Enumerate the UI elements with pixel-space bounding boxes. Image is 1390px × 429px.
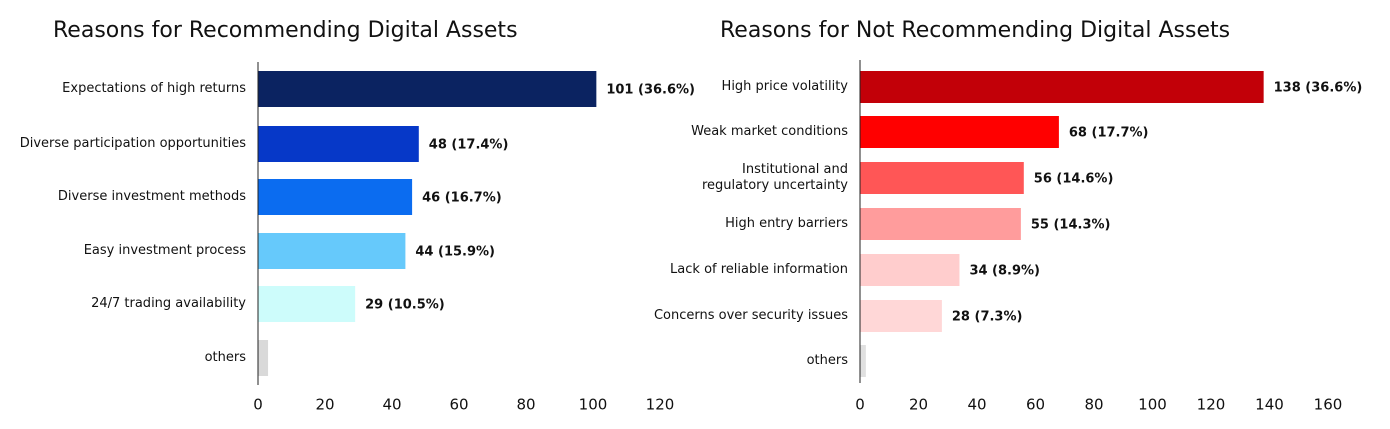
bar <box>258 286 356 322</box>
bar <box>258 233 406 269</box>
x-tick-label: 60 <box>449 396 468 414</box>
category-label: others <box>806 353 848 368</box>
x-tick-label: 100 <box>579 396 608 414</box>
category-label: High price volatility <box>721 79 848 94</box>
bar <box>860 345 866 377</box>
category-label: Institutional and regulatory uncertainty <box>701 162 848 193</box>
x-tick-label: 0 <box>855 396 865 414</box>
value-label: 34 (8.9%) <box>969 264 1040 279</box>
x-tick-label: 60 <box>1026 396 1045 414</box>
category-label: Concerns over security issues <box>653 308 848 323</box>
bar <box>258 126 419 162</box>
value-label: 28 (7.3%) <box>952 310 1023 325</box>
value-label: 101 (36.6%) <box>606 83 695 98</box>
x-tick-label: 40 <box>967 396 986 414</box>
category-label: Expectations of high returns <box>62 81 246 96</box>
chart-title: Reasons for Recommending Digital Assets <box>53 18 518 43</box>
category-label: 24/7 trading availability <box>91 296 246 311</box>
value-label: 56 (14.6%) <box>1034 172 1114 187</box>
value-label: 46 (16.7%) <box>422 191 502 206</box>
bar <box>860 254 960 286</box>
x-tick-label: 120 <box>1197 396 1226 414</box>
category-label: Lack of reliable information <box>670 262 848 277</box>
value-label: 44 (15.9%) <box>415 245 495 260</box>
chart-title: Reasons for Not Recommending Digital Ass… <box>720 18 1230 43</box>
x-tick-label: 120 <box>646 396 675 414</box>
bar <box>860 71 1264 103</box>
x-tick-label: 80 <box>516 396 535 414</box>
x-tick-label: 100 <box>1138 396 1167 414</box>
bar <box>860 300 942 332</box>
category-label: Diverse participation opportunities <box>19 136 246 151</box>
value-label: 138 (36.6%) <box>1274 81 1363 96</box>
bar <box>258 71 597 107</box>
bar <box>860 162 1024 194</box>
category-label: Diverse investment methods <box>57 189 246 204</box>
x-tick-label: 80 <box>1084 396 1103 414</box>
bar <box>258 340 269 376</box>
value-label: 29 (10.5%) <box>365 298 445 313</box>
category-label: others <box>204 350 246 365</box>
x-tick-label: 0 <box>253 396 263 414</box>
x-tick-label: 20 <box>315 396 334 414</box>
category-label: Easy investment process <box>83 243 246 258</box>
x-tick-label: 40 <box>382 396 401 414</box>
value-label: 48 (17.4%) <box>429 138 509 153</box>
value-label: 55 (14.3%) <box>1031 218 1111 233</box>
x-tick-label: 20 <box>909 396 928 414</box>
bar <box>258 179 413 215</box>
x-tick-label: 160 <box>1314 396 1343 414</box>
bar <box>860 208 1021 240</box>
value-label: 68 (17.7%) <box>1069 126 1149 141</box>
x-tick-label: 140 <box>1255 396 1284 414</box>
bar <box>860 116 1059 148</box>
category-label: Weak market conditions <box>691 124 848 139</box>
category-label: High entry barriers <box>725 216 848 231</box>
